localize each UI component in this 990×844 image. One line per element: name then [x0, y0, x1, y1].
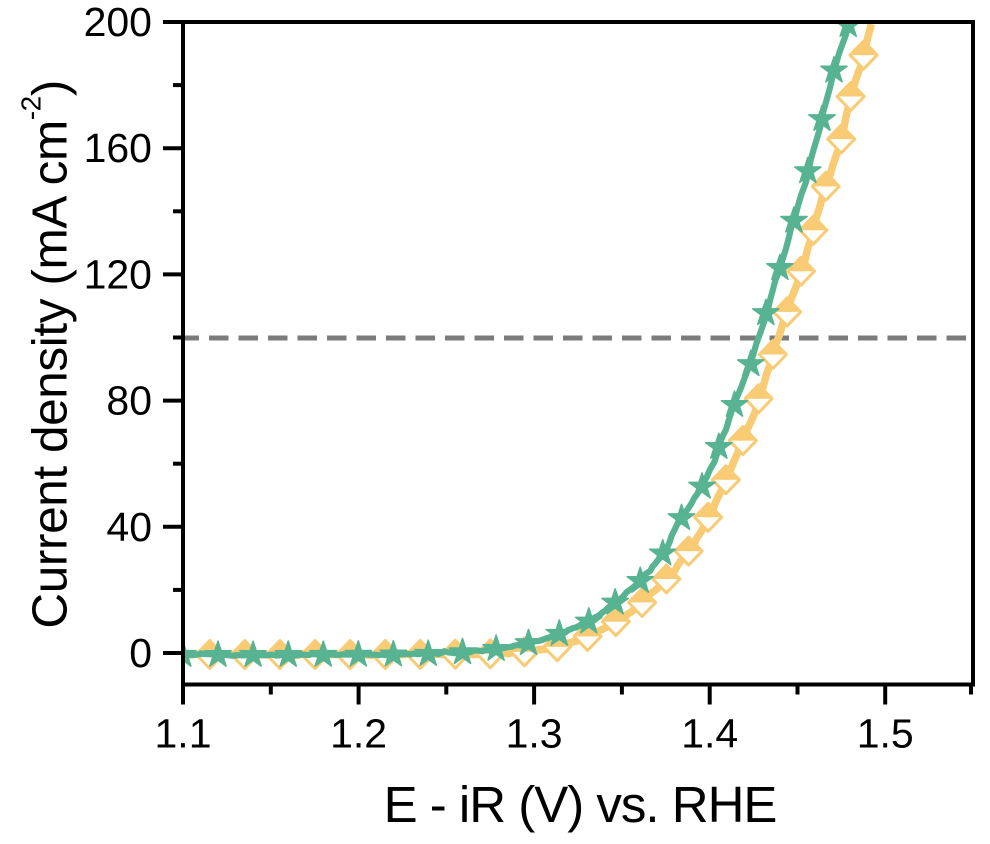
- svg-text:80: 80: [106, 378, 152, 424]
- svg-text:Current density (mA cm-2): Current density (mA cm-2): [16, 80, 78, 629]
- svg-text:1.2: 1.2: [330, 711, 387, 757]
- svg-text:0: 0: [129, 630, 152, 676]
- svg-text:1.3: 1.3: [506, 711, 563, 757]
- svg-text:1.1: 1.1: [155, 711, 212, 757]
- svg-text:120: 120: [84, 251, 152, 297]
- svg-text:160: 160: [84, 125, 152, 171]
- svg-text:1.5: 1.5: [857, 711, 914, 757]
- svg-text:200: 200: [84, 0, 152, 45]
- svg-text:1.4: 1.4: [681, 711, 738, 757]
- svg-text:E - iR (V) vs. RHE: E - iR (V) vs. RHE: [384, 776, 777, 833]
- svg-text:40: 40: [106, 504, 152, 550]
